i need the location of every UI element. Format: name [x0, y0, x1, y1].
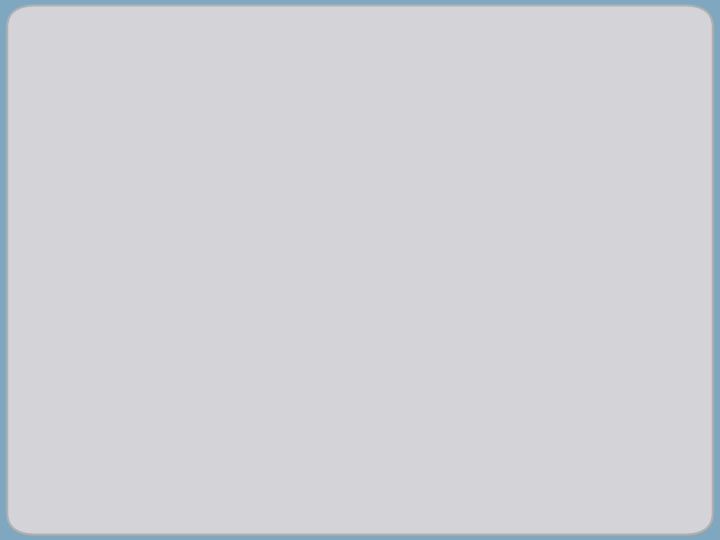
Text: 2007/08: 2007/08 — [160, 440, 235, 457]
Text: 2010/11: 2010/11 — [160, 328, 235, 347]
Text: 2006/07: 2006/07 — [160, 476, 235, 495]
Text: 2013/14: 2013/14 — [157, 184, 238, 201]
Bar — [130, 467, 465, 504]
Text: Form 3: Form 3 — [327, 402, 403, 421]
Bar — [130, 319, 465, 356]
Text: 2015/16: 2015/16 — [157, 113, 238, 132]
Bar — [130, 430, 465, 467]
Text: Form 1: Form 1 — [327, 476, 403, 495]
Bar — [130, 282, 465, 319]
Bar — [130, 393, 465, 430]
Text: Form 2: Form 2 — [327, 439, 403, 458]
Text: Form 5: Form 5 — [327, 328, 403, 347]
Text: Form 4: Form 4 — [327, 365, 403, 384]
Text: 4-year
university
degree
programme: 4-year university degree programme — [306, 126, 423, 224]
Bar — [130, 282, 465, 504]
Text: 2009/10: 2009/10 — [160, 366, 235, 383]
Text: 2012/13: 2012/13 — [157, 219, 238, 237]
Text: Junior
secondary: Junior secondary — [499, 428, 603, 469]
Bar — [130, 356, 465, 393]
Text: 2008/09: 2008/09 — [160, 402, 235, 421]
Bar — [130, 105, 465, 245]
Text: New
senior
secondary: New senior secondary — [499, 305, 603, 370]
Text: HKDSE at 2012: HKDSE at 2012 — [220, 255, 396, 275]
Text: 2014/15: 2014/15 — [157, 148, 238, 166]
Text: Overall NSS Curriculum Framework: Overall NSS Curriculum Framework — [86, 36, 634, 64]
Text: Form 6: Form 6 — [327, 291, 403, 310]
Text: New “334” Academic Structure: New “334” Academic Structure — [114, 68, 606, 96]
Text: 2011/12: 2011/12 — [160, 292, 235, 309]
